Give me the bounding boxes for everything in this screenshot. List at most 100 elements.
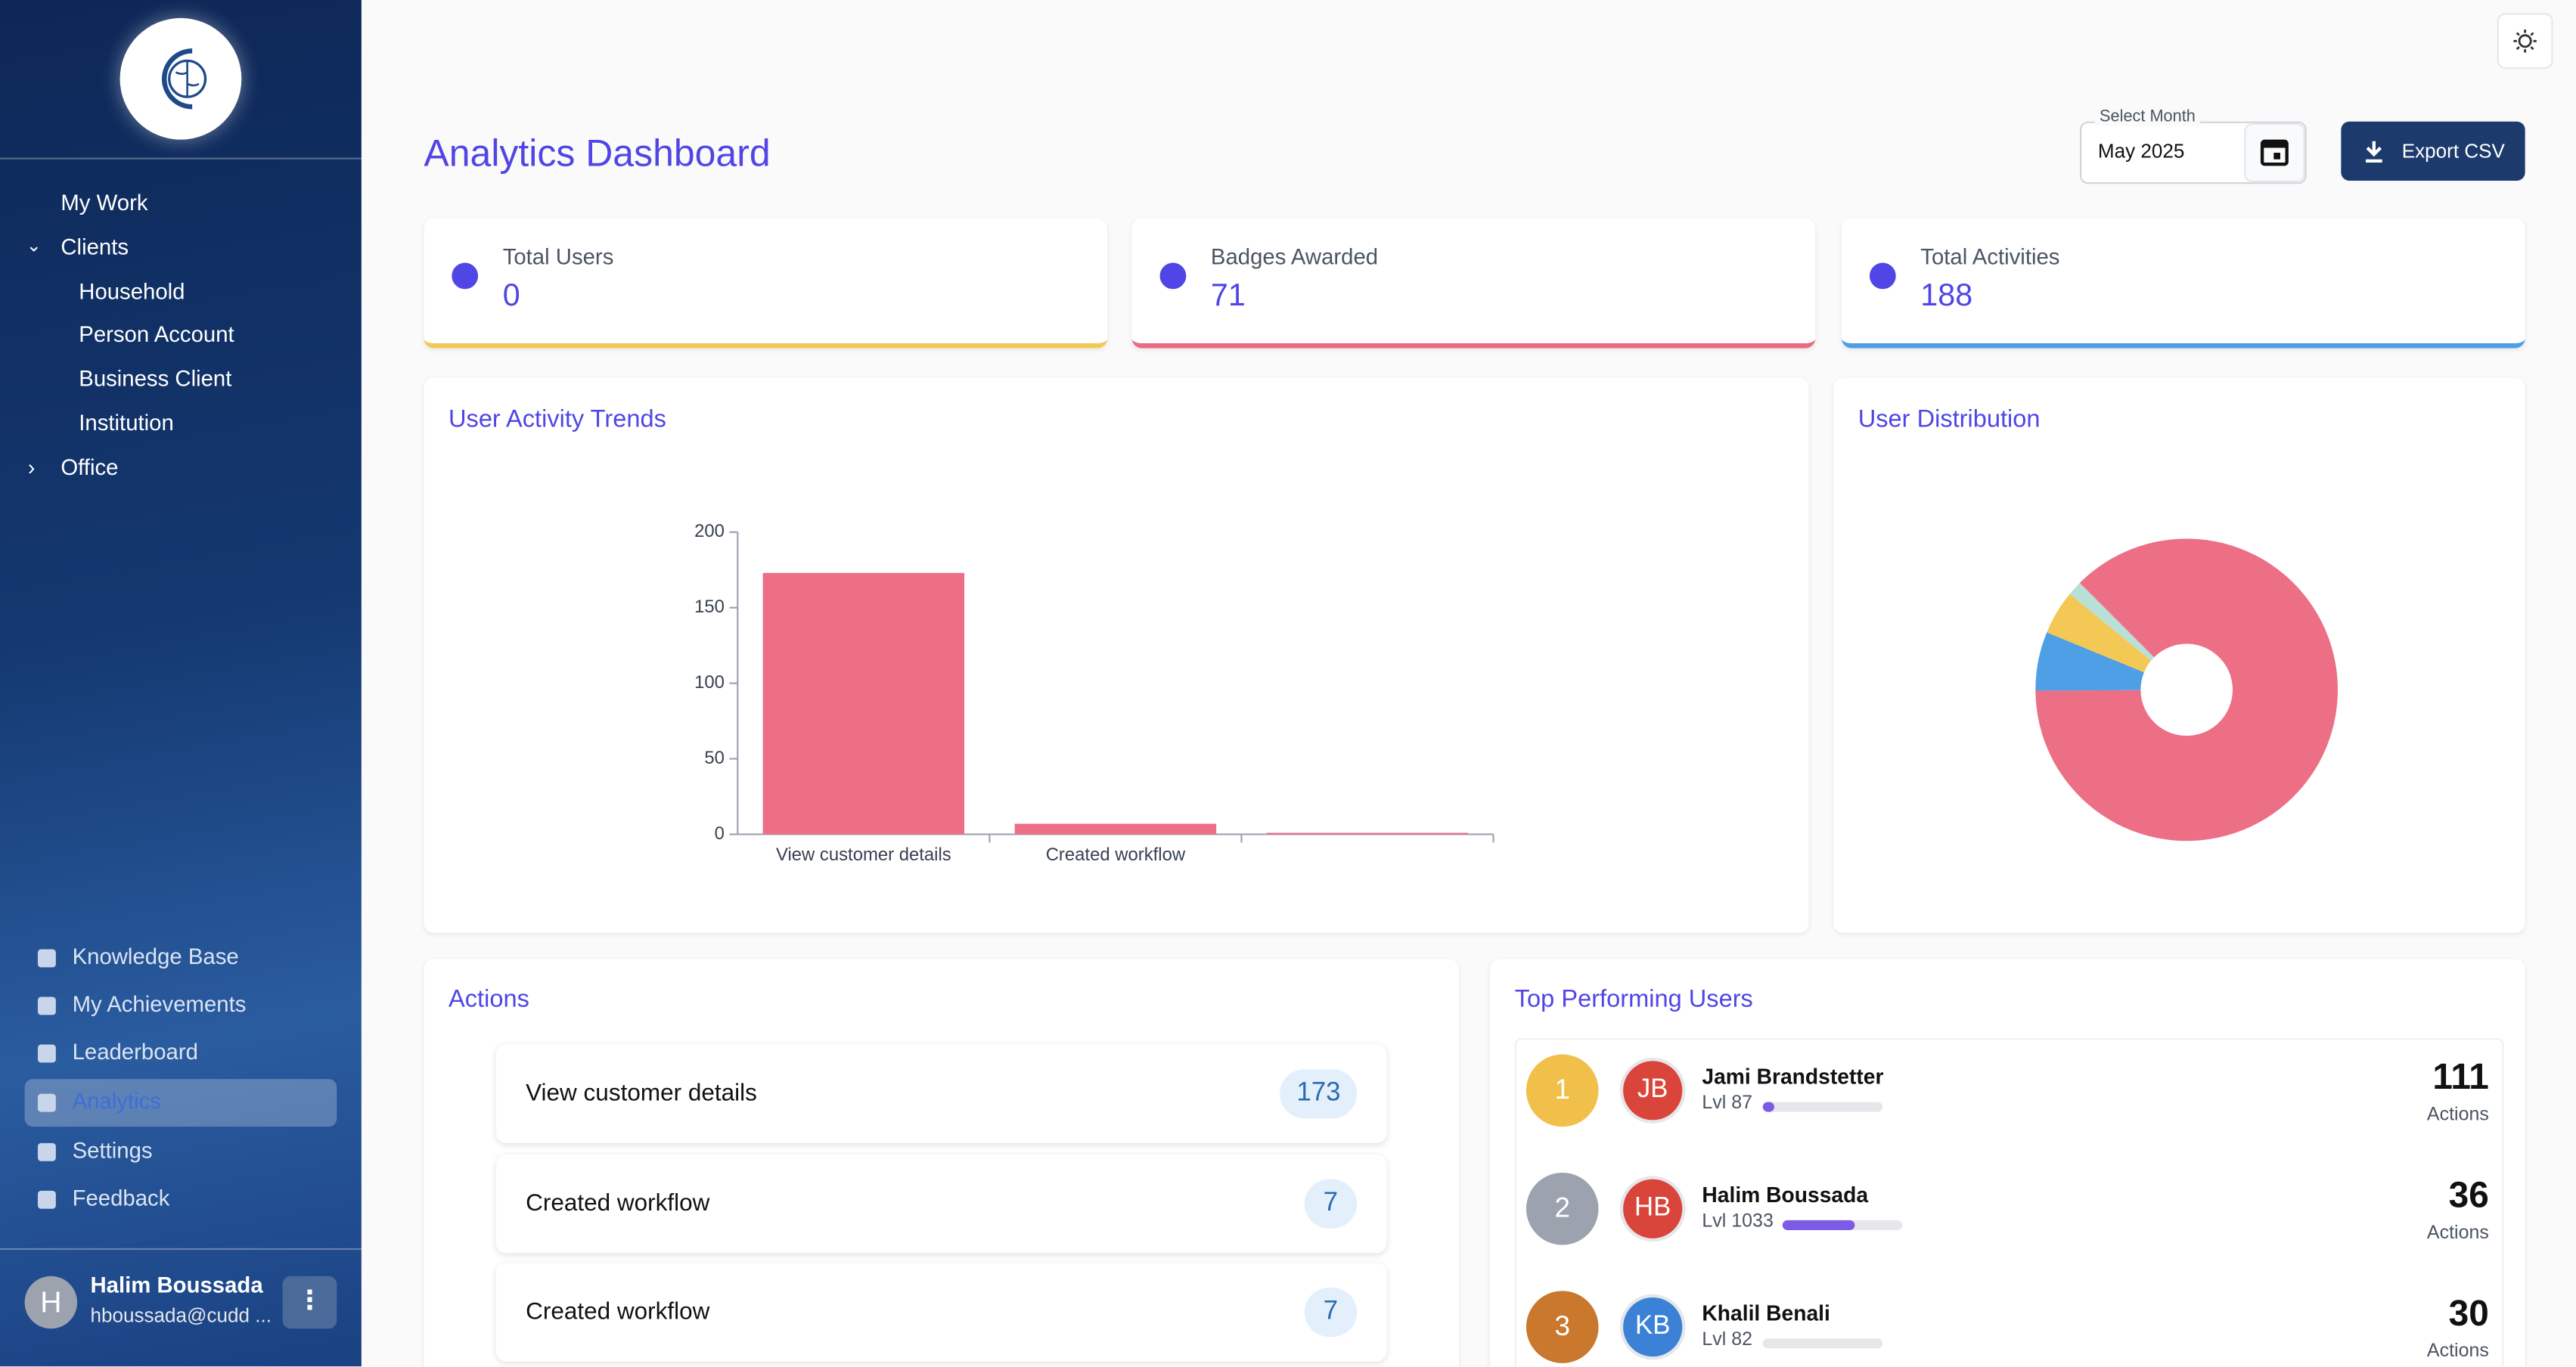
top-users-list <box>1514 1037 2504 1367</box>
logo-icon <box>162 48 207 110</box>
divider <box>0 1248 362 1251</box>
user-email: hboussada@cudd ... <box>90 1303 272 1328</box>
action-item[interactable]: Created workflow 7 <box>496 1155 1387 1254</box>
action-name: Created workflow <box>526 1299 710 1325</box>
nav-icon <box>37 1093 56 1112</box>
download-icon <box>2365 141 2382 163</box>
stat-icon <box>1869 262 1896 290</box>
action-item[interactable]: Created workflow 7 <box>496 1263 1387 1362</box>
user-actions: 111 <box>2432 1055 2489 1098</box>
stat-card: Badges Awarded 71 <box>1131 218 1816 349</box>
bar <box>1266 832 1469 835</box>
actions-unit: Actions <box>2426 1223 2489 1244</box>
user-name: Halim Boussada <box>1702 1182 1869 1207</box>
bar <box>762 572 965 835</box>
action-item[interactable]: View customer details 173 <box>496 1044 1387 1143</box>
action-count: 7 <box>1304 1179 1358 1229</box>
user-level: Lvl 82 <box>1702 1330 1753 1350</box>
nav-item[interactable]: Leaderboard <box>72 1039 198 1065</box>
progress-bar <box>1782 1220 1854 1230</box>
user-avatar[interactable]: KB <box>1623 1297 1683 1357</box>
page-title: Analytics Dashboard <box>424 131 771 175</box>
user-level: Lvl 87 <box>1702 1093 1753 1114</box>
month-label: Select Month <box>2094 108 2201 127</box>
stat-icon <box>452 262 479 290</box>
user-avatar[interactable]: H <box>24 1276 78 1329</box>
nav-icon <box>37 1190 56 1209</box>
progress-track <box>1762 1338 1883 1349</box>
pie-slice <box>2047 594 2152 673</box>
actions-unit: Actions <box>2426 1341 2489 1362</box>
user-name: Khalil Benali <box>1702 1300 1830 1325</box>
x-tick-label: Created workflow <box>1046 845 1186 865</box>
bar <box>1014 823 1217 835</box>
user-actions: 36 <box>2448 1174 2489 1216</box>
calendar-button[interactable] <box>2244 122 2305 183</box>
rank-badge: 1 <box>1525 1054 1599 1127</box>
nav-item[interactable]: Office <box>61 454 119 480</box>
month-value: May 2025 <box>2097 139 2185 163</box>
stat-value: 71 <box>1210 279 1246 314</box>
chevron-right: › <box>27 454 36 480</box>
active-nav-bg <box>24 1079 337 1127</box>
y-tick-label: 100 <box>694 672 725 693</box>
action-name: Created workflow <box>526 1190 710 1217</box>
nav-item[interactable]: Household <box>79 279 185 304</box>
user-menu-button[interactable]: ⋮ <box>282 1276 337 1329</box>
nav-item[interactable]: Knowledge Base <box>72 944 239 969</box>
pie-slice <box>2035 632 2144 691</box>
nav-icon <box>37 997 56 1015</box>
nav-item[interactable]: My Achievements <box>72 992 247 1017</box>
nav-item[interactable]: Feedback <box>72 1186 170 1210</box>
stat-value: 188 <box>1920 279 1973 314</box>
nav-item[interactable]: Settings <box>72 1138 153 1163</box>
stat-label: Total Users <box>502 244 614 270</box>
nav-icon <box>37 949 56 968</box>
chart-title: User Activity Trends <box>448 405 666 432</box>
action-count: 173 <box>1280 1069 1358 1119</box>
sidebar: H Halim Boussada hboussada@cudd ... ⋮ My… <box>0 0 362 1367</box>
export-button[interactable]: Export CSV <box>2341 121 2525 181</box>
stat-card: Total Users 0 <box>424 218 1108 349</box>
progress-track <box>1762 1102 1883 1112</box>
rank-badge: 2 <box>1525 1172 1599 1245</box>
logo[interactable] <box>119 17 242 140</box>
y-tick-label: 0 <box>715 823 725 844</box>
rank-badge: 3 <box>1525 1291 1599 1363</box>
stat-label: Total Activities <box>1920 244 2060 270</box>
actions-unit: Actions <box>2426 1105 2489 1125</box>
theme-toggle[interactable] <box>2497 13 2553 70</box>
nav-item[interactable]: My Work <box>61 190 148 215</box>
stat-card: Total Activities 188 <box>1842 218 2525 349</box>
user-avatar[interactable]: JB <box>1623 1061 1683 1121</box>
nav-icon <box>37 1044 56 1063</box>
chart-title: User Distribution <box>1858 405 2041 432</box>
y-tick-label: 200 <box>694 521 725 541</box>
nav-item[interactable]: Clients <box>61 234 129 260</box>
chevron-down: ⌄ <box>26 236 42 256</box>
pie-slice <box>2035 538 2339 842</box>
nav-item[interactable]: Institution <box>79 411 174 436</box>
y-tick-label: 150 <box>694 597 725 617</box>
nav-item[interactable]: Analytics <box>72 1089 161 1114</box>
y-tick-label: 50 <box>704 748 725 768</box>
nav-item[interactable]: Person Account <box>79 321 234 347</box>
nav-icon <box>37 1142 56 1161</box>
export-label: Export CSV <box>2401 139 2505 163</box>
card-title: Actions <box>448 985 529 1014</box>
user-actions: 30 <box>2448 1292 2489 1334</box>
user-name: Jami Brandstetter <box>1702 1064 1884 1090</box>
progress-bar <box>1762 1102 1775 1112</box>
trend-card <box>424 377 1809 933</box>
stat-value: 0 <box>502 279 520 314</box>
pie-slice <box>2069 583 2155 661</box>
user-avatar[interactable]: HB <box>1623 1179 1683 1238</box>
nav-item[interactable]: Business Client <box>79 366 232 391</box>
stat-icon <box>1159 262 1187 290</box>
action-count: 7 <box>1304 1287 1358 1338</box>
x-tick-label: View customer details <box>776 845 951 865</box>
